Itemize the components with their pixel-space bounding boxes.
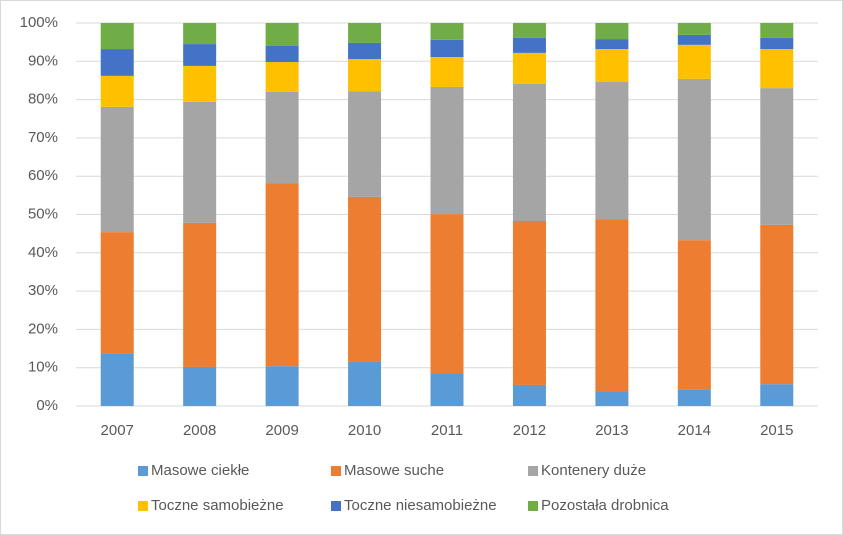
bar-segment [348, 42, 382, 60]
bar-segment [100, 106, 134, 233]
legend-label: Toczne samobieżne [151, 497, 284, 514]
bar-segment [348, 196, 382, 362]
bar-segment [512, 384, 546, 406]
bar-segment [595, 49, 629, 82]
y-tick-label: 10% [28, 359, 58, 376]
bar-segment [265, 366, 299, 406]
bar-segment [595, 391, 629, 406]
legend-label: Masowe ciekłe [151, 462, 249, 479]
bar-segment [512, 23, 546, 38]
bar-segment [183, 65, 217, 102]
legend-swatch [331, 466, 341, 476]
bar-segment [265, 23, 299, 46]
bar-segment [430, 23, 464, 40]
bar-segment [100, 49, 134, 76]
y-tick-label: 90% [28, 52, 58, 69]
bar-segment [265, 91, 299, 184]
y-tick-label: 40% [28, 244, 58, 261]
bar-segment [677, 240, 711, 390]
bar-segment [183, 44, 217, 66]
bar-segment [760, 88, 794, 225]
bar-segment [183, 101, 217, 223]
bar-segment [100, 232, 134, 354]
bar-segment [430, 86, 464, 215]
legend-label: Masowe suche [344, 462, 444, 479]
legend-label: Pozostała drobnica [541, 497, 669, 514]
bar-segment [760, 37, 794, 50]
bar-segment [677, 44, 711, 79]
legend-label: Toczne niesamobieżne [344, 497, 497, 514]
y-tick-label: 80% [28, 91, 58, 108]
legend-label: Kontenery duże [541, 462, 646, 479]
bar-segment [265, 62, 299, 92]
bar-segment [595, 39, 629, 50]
bar-segment [760, 23, 794, 38]
bar-segment [760, 49, 794, 89]
y-tick-label: 60% [28, 167, 58, 184]
bar-segment [512, 83, 546, 222]
bar-segment [512, 221, 546, 385]
x-tick-label: 2009 [265, 422, 298, 439]
bar-segment [595, 23, 629, 40]
x-tick-label: 2013 [595, 422, 628, 439]
bar-segment [348, 23, 382, 43]
bar-segment [348, 91, 382, 197]
bar-segment [183, 23, 217, 45]
bar-segment [760, 384, 794, 406]
bar-segment [677, 23, 711, 35]
bar-segment [760, 224, 794, 385]
bar-segment [183, 366, 217, 406]
bar-segment [677, 34, 711, 45]
bar-segment [430, 214, 464, 374]
bar-segment [348, 59, 382, 92]
x-tick-label: 2007 [101, 422, 134, 439]
bar-segment [100, 353, 134, 406]
bar-segment [677, 78, 711, 241]
x-tick-label: 2011 [431, 422, 463, 439]
y-tick-label: 30% [28, 282, 58, 299]
y-tick-label: 100% [20, 14, 58, 31]
y-tick-label: 50% [28, 205, 58, 222]
bar-segment [595, 81, 629, 220]
legend-swatch [138, 466, 148, 476]
bar-segment [100, 23, 134, 50]
bar-segment [348, 361, 382, 406]
y-tick-label: 70% [28, 129, 58, 146]
y-tick-label: 20% [28, 320, 58, 337]
x-tick-label: 2014 [678, 422, 711, 439]
bar-segment [183, 222, 217, 367]
x-tick-label: 2008 [183, 422, 216, 439]
x-tick-label: 2015 [760, 422, 793, 439]
x-tick-label: 2012 [513, 422, 546, 439]
legend-swatch [528, 466, 538, 476]
bar-segment [512, 52, 546, 84]
y-tick-label: 0% [36, 397, 58, 414]
bar-segment [265, 45, 299, 63]
bar-segment [265, 183, 299, 367]
legend-swatch [331, 501, 341, 511]
bar-segment [512, 37, 546, 53]
bar-segment [677, 389, 711, 406]
bar-segment [595, 219, 629, 392]
bar-segment [430, 57, 464, 87]
bar-segment [430, 373, 464, 406]
bar-segment [100, 75, 134, 107]
x-tick-label: 2010 [348, 422, 381, 439]
legend-swatch [528, 501, 538, 511]
legend-swatch [138, 501, 148, 511]
bar-segment [430, 39, 464, 58]
